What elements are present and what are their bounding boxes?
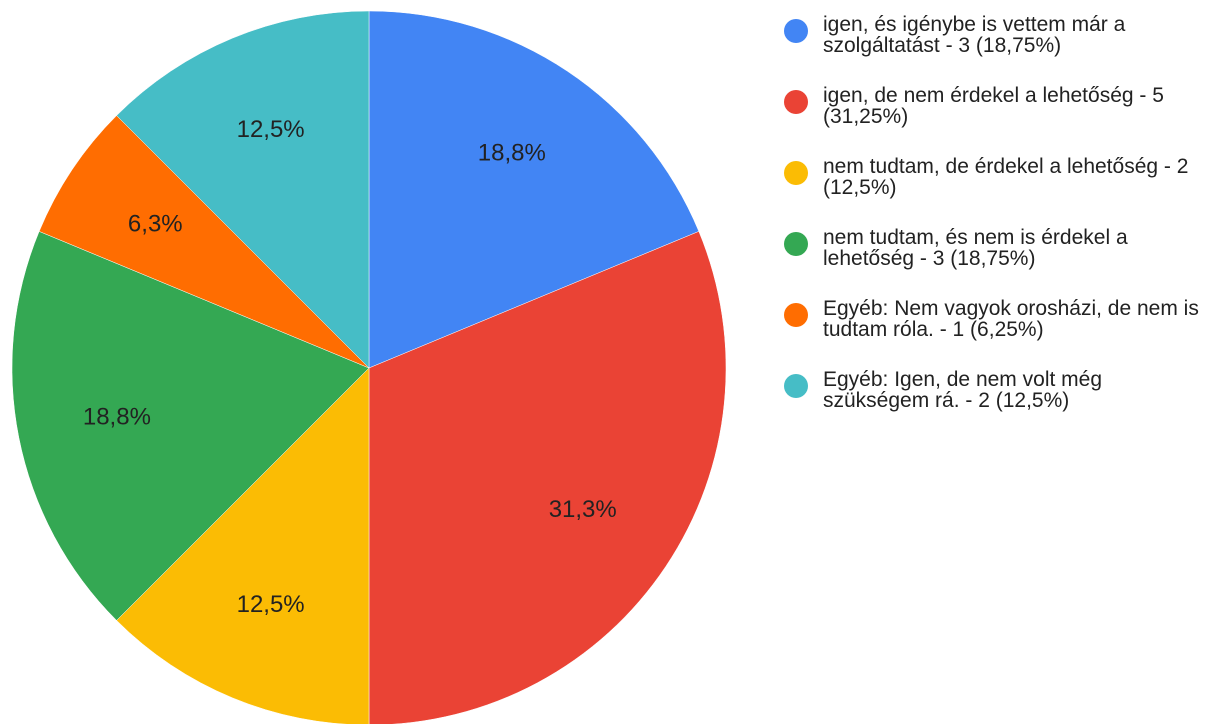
legend-label: nem tudtam, de érdekel a lehetőség - 2 (… [823,155,1189,199]
legend-marker [784,303,808,327]
legend-item: Egyéb: Igen, de nem volt még szükségem r… [780,369,1205,440]
legend-item: Egyéb: Nem vagyok orosházi, de nem is tu… [780,298,1205,369]
slice-label: 12,5% [237,116,305,143]
legend-item: igen, és igénybe is vettem már a szolgál… [780,14,1205,85]
legend-item: nem tudtam, és nem is érdekel a lehetősé… [780,227,1205,298]
legend-marker [784,232,808,256]
slice-label: 6,3% [128,211,183,238]
legend-marker [784,19,808,43]
legend-label: igen, de nem érdekel a lehetőség - 5 (31… [823,84,1164,128]
legend: igen, és igénybe is vettem már a szolgál… [780,14,1205,440]
pie-slice [11,231,370,621]
legend-marker [784,90,808,114]
legend-label: Egyéb: Nem vagyok orosházi, de nem is tu… [823,297,1199,341]
legend-label: nem tudtam, és nem is érdekel a lehetősé… [823,226,1128,270]
slice-label: 12,5% [237,591,305,618]
chart: 18,8% 31,3% 12,5% 18,8% 6,3% 12,5% [11,10,727,724]
legend-marker [784,374,808,398]
pie-slice [38,115,370,369]
legend-item: igen, de nem érdekel a lehetőség - 5 (31… [780,85,1205,156]
legend-label: igen, és igénybe is vettem már a szolgál… [823,13,1126,57]
slice-label: 18,8% [478,140,546,167]
legend-label: Egyéb: Igen, de nem volt még szükségem r… [823,368,1102,412]
legend-marker [784,161,808,185]
pie-slice [116,10,370,369]
slice-label: 31,3% [549,496,617,523]
slice-label: 18,8% [83,403,151,430]
pie-slice [368,231,727,724]
pie-slice [368,10,700,369]
legend-item: nem tudtam, de érdekel a lehetőség - 2 (… [780,156,1205,227]
